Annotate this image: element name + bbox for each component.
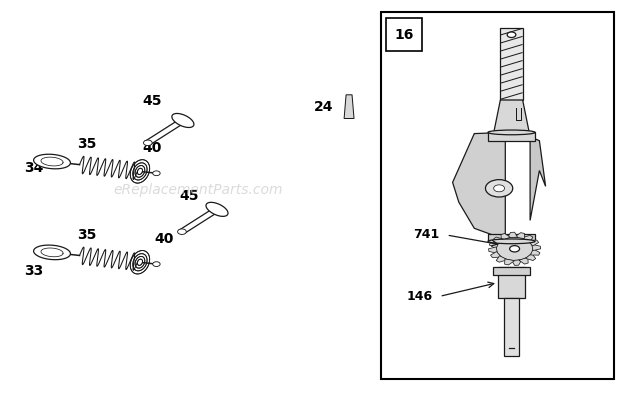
- Polygon shape: [496, 256, 508, 262]
- Polygon shape: [504, 298, 519, 356]
- Circle shape: [485, 180, 513, 197]
- Text: 45: 45: [142, 94, 162, 108]
- Text: 40: 40: [154, 232, 174, 246]
- Circle shape: [177, 229, 186, 235]
- Polygon shape: [344, 95, 354, 118]
- Ellipse shape: [488, 130, 535, 135]
- Ellipse shape: [488, 239, 535, 244]
- Polygon shape: [490, 252, 502, 258]
- Text: 40: 40: [142, 141, 162, 155]
- Text: 45: 45: [179, 188, 199, 203]
- Text: eReplacementParts.com: eReplacementParts.com: [113, 182, 283, 197]
- Polygon shape: [508, 232, 518, 238]
- Polygon shape: [489, 243, 498, 249]
- Polygon shape: [531, 249, 540, 255]
- Polygon shape: [130, 160, 149, 183]
- Polygon shape: [500, 28, 523, 100]
- Bar: [488, 132, 535, 141]
- Text: 33: 33: [24, 263, 44, 278]
- Polygon shape: [130, 250, 149, 274]
- Text: 24: 24: [314, 100, 334, 114]
- Polygon shape: [501, 233, 510, 241]
- Polygon shape: [33, 245, 71, 260]
- Polygon shape: [530, 137, 546, 220]
- Bar: [386, 18, 422, 51]
- Text: 741: 741: [413, 228, 440, 241]
- Polygon shape: [515, 233, 525, 239]
- Circle shape: [153, 262, 160, 267]
- Polygon shape: [528, 240, 539, 246]
- Text: 146: 146: [406, 290, 433, 303]
- Bar: [381, 12, 614, 379]
- Polygon shape: [493, 267, 530, 275]
- Circle shape: [494, 185, 505, 192]
- Polygon shape: [493, 100, 530, 137]
- Polygon shape: [172, 113, 194, 128]
- Polygon shape: [494, 237, 503, 244]
- Polygon shape: [33, 154, 71, 169]
- Circle shape: [507, 32, 516, 38]
- Polygon shape: [526, 253, 536, 261]
- Text: 35: 35: [77, 137, 97, 151]
- Polygon shape: [489, 247, 497, 253]
- Text: 16: 16: [394, 28, 414, 41]
- Polygon shape: [206, 202, 228, 216]
- Text: 34: 34: [24, 161, 44, 175]
- Polygon shape: [498, 267, 525, 298]
- Polygon shape: [519, 257, 528, 264]
- Circle shape: [510, 246, 520, 252]
- Circle shape: [496, 237, 533, 261]
- Circle shape: [143, 140, 152, 146]
- Polygon shape: [488, 234, 535, 241]
- Polygon shape: [532, 244, 541, 251]
- Polygon shape: [453, 133, 505, 240]
- Text: 35: 35: [77, 228, 97, 242]
- Polygon shape: [505, 259, 515, 265]
- Circle shape: [153, 171, 160, 176]
- Polygon shape: [512, 260, 521, 265]
- Polygon shape: [521, 235, 533, 242]
